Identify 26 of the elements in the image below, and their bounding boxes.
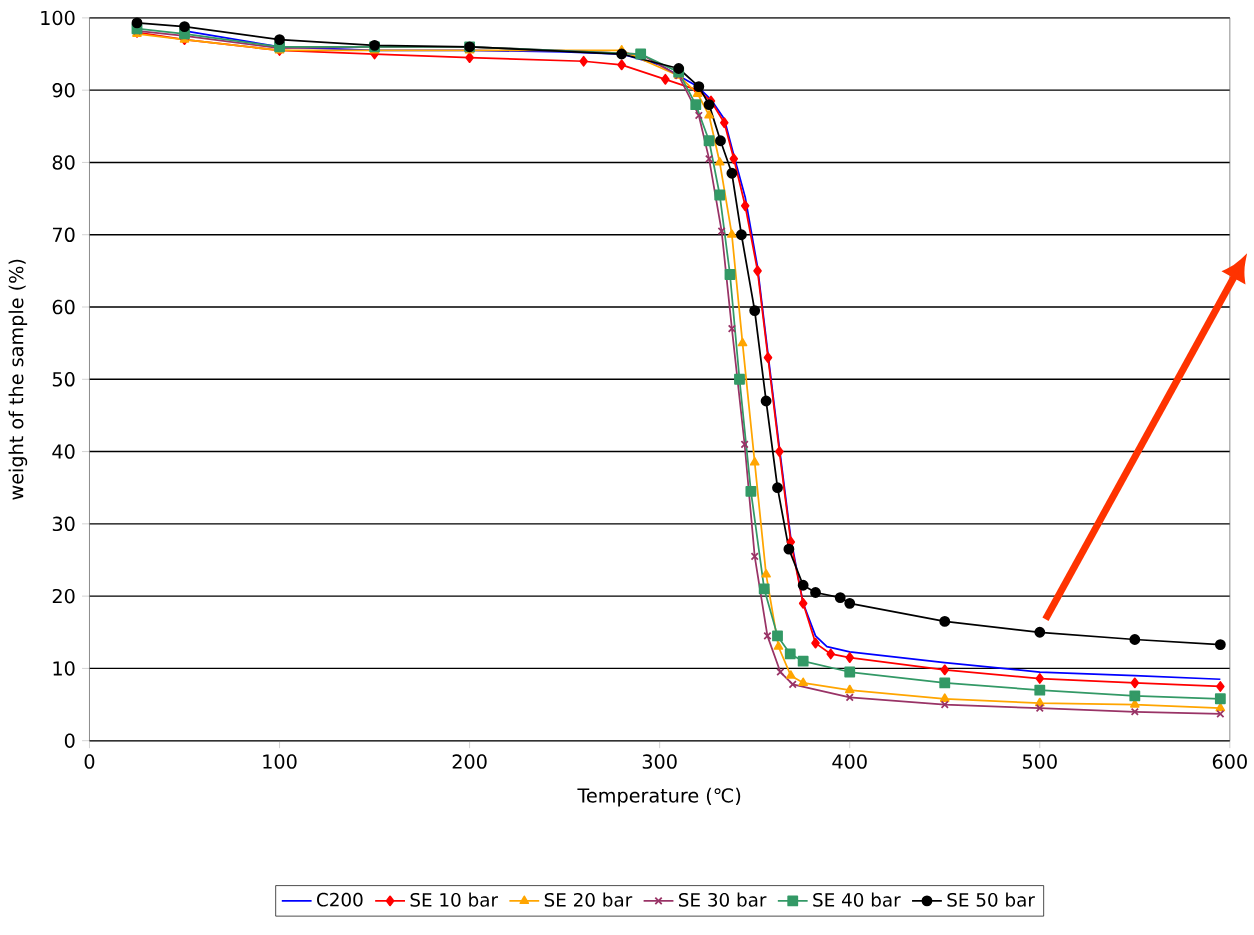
y-axis-title: weight of the sample (%) xyxy=(8,259,28,500)
y-tick-label: 0 xyxy=(64,733,75,749)
legend-label: SE 30 bar xyxy=(679,892,767,907)
x-axis-title: Temperature (℃) xyxy=(577,788,741,807)
x-tick-label: 200 xyxy=(452,754,487,770)
y-tick-label: 100 xyxy=(41,10,75,26)
y-tick-label: 40 xyxy=(52,444,75,460)
legend-label: C200 xyxy=(317,892,363,907)
y-tick-label: 80 xyxy=(52,155,75,170)
y-tick-label: 60 xyxy=(52,299,75,315)
y-tick-label: 20 xyxy=(52,589,75,604)
x-tick-label: 0 xyxy=(84,754,95,770)
y-tick-label: 30 xyxy=(52,516,75,532)
legend-label: SE 10 bar xyxy=(410,892,499,907)
y-tick-label: 10 xyxy=(53,661,75,676)
y-tick-label: 90 xyxy=(52,83,75,98)
legend-label: SE 40 bar xyxy=(813,892,901,907)
x-tick-label: 600 xyxy=(1212,754,1247,770)
y-tick-label: 70 xyxy=(52,227,75,243)
legend-label: SE 20 bar xyxy=(544,892,633,907)
y-tick-label: 50 xyxy=(52,372,75,387)
x-tick-label: 400 xyxy=(832,754,867,770)
x-tick-label: 500 xyxy=(1022,754,1057,770)
legend-label: SE 50 bar xyxy=(947,892,1035,907)
x-tick-label: 100 xyxy=(263,754,297,770)
x-tick-label: 300 xyxy=(642,754,677,770)
